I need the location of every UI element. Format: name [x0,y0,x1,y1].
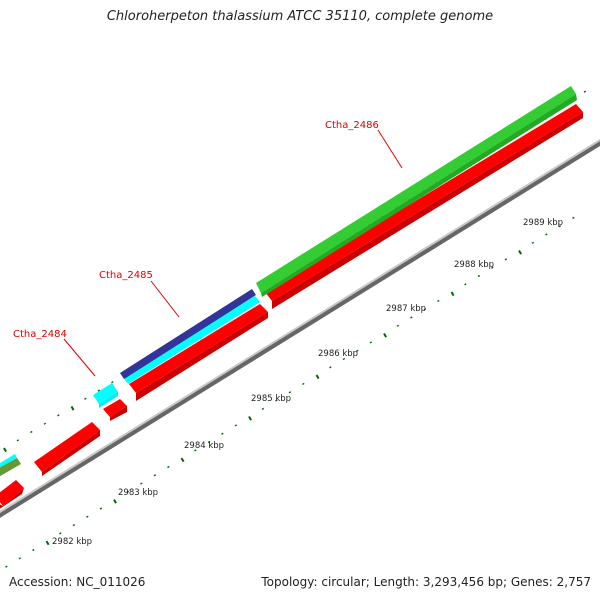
forward-strand-features [0,86,577,479]
major-tick-mark [180,457,185,463]
minor-tick-mark [302,382,305,386]
major-tick-mark [450,291,455,297]
minor-tick-mark [97,389,101,392]
minor-tick-mark [583,90,587,93]
kbp-label-2988: 2988 kbp [454,260,494,270]
leader-line [63,338,96,377]
kbp-label-2987: 2987 kbp [386,304,426,314]
kbp-label-2984: 2984 kbp [184,441,224,451]
cyan-gene-feature[interactable] [0,454,17,470]
purple-gene-feature[interactable] [120,289,256,379]
minor-tick-mark [99,507,103,510]
minor-tick-mark [329,366,332,369]
minor-tick-mark [234,424,238,427]
minor-tick-mark [16,439,20,442]
minor-tick-mark [437,299,440,303]
red-gene-feature[interactable] [0,488,24,512]
red-gene-feature[interactable] [136,312,268,401]
major-tick-mark [315,374,320,380]
olive-gene-feature[interactable] [0,458,21,479]
kbp-label-2982: 2982 kbp [52,537,92,547]
major-tick-mark [383,333,387,338]
minor-tick-mark [342,357,346,361]
cyan-gene-feature[interactable] [123,296,260,384]
minor-tick-mark [86,515,89,518]
red-gene-feature[interactable] [34,422,100,472]
minor-tick-mark [531,241,535,244]
reverse-strand-features [0,104,583,512]
kbp-label-2986: 2986 kbp [318,349,358,359]
minor-tick-mark [18,557,22,560]
minor-tick-mark [572,216,575,219]
leader-line [150,280,180,318]
cyan-gene-feature[interactable] [93,383,118,404]
minor-tick-mark [396,324,400,327]
minor-tick-mark [140,482,143,485]
minor-tick-mark [5,565,8,568]
accession-label: Accession: NC_011026 [9,575,146,589]
leader-line [377,129,403,169]
minor-tick-mark [153,474,157,477]
minor-tick-mark [221,432,224,435]
major-tick-mark [45,540,50,546]
minor-tick-mark [464,283,467,286]
kbp-scale-labels: 2982 kbp 2983 kbp 2984 kbp 2985 kbp 2986… [52,218,563,547]
minor-tick-mark [288,391,292,394]
major-tick-mark [70,405,75,411]
minor-tick-mark [545,233,548,236]
cyan-gene-feature[interactable] [99,392,118,408]
backbone [0,138,600,518]
minor-tick-mark [558,225,562,228]
red-gene-feature[interactable] [103,399,127,417]
minor-tick-mark [261,407,265,410]
minor-tick-mark [84,397,87,400]
minor-tick-mark [207,440,211,444]
minor-tick-mark [275,399,278,402]
red-gene-feature[interactable] [0,480,24,506]
genome-stats-label: Topology: circular; Length: 3,293,456 bp… [261,575,591,589]
gene-label-ctha-2486[interactable]: Ctha_2486 [325,120,379,131]
minor-tick-mark [167,465,170,469]
major-tick-mark [248,416,252,421]
minor-tick-mark [504,258,508,261]
minor-tick-mark [57,414,60,417]
green-gene-feature[interactable] [261,94,577,297]
minor-tick-mark [491,266,494,269]
gene-label-ctha-2484[interactable]: Ctha_2484 [13,329,67,340]
green-gene-feature[interactable] [256,86,576,293]
red-gene-feature[interactable] [110,406,127,421]
red-gene-feature[interactable] [42,430,100,476]
kbp-label-2983: 2983 kbp [118,488,158,498]
red-gene-feature[interactable] [265,104,583,301]
map-title: Chloroherpeton thalassium ATCC 35110, co… [106,9,494,24]
minor-tick-mark [126,490,130,493]
gene-label-ctha-2485[interactable]: Ctha_2485 [99,270,153,281]
minor-tick-mark [59,532,62,535]
minor-tick-mark [423,308,427,311]
minor-tick-mark [32,548,35,552]
major-tick-mark [113,499,117,504]
major-tick-mark [3,447,7,453]
minor-tick-mark [111,381,114,384]
minor-tick-mark [410,316,413,319]
kbp-label-2989: 2989 kbp [523,218,563,228]
gene-labels: Ctha_2484 Ctha_2485 Ctha_2486 [13,120,403,377]
minor-tick-mark [194,449,197,452]
kbp-label-2985: 2985 kbp [251,394,291,404]
red-gene-feature[interactable] [129,304,268,393]
major-tick-mark [518,250,522,255]
minor-tick-mark [43,422,47,425]
minor-tick-mark [369,341,373,344]
minor-tick-mark [356,349,359,352]
red-gene-feature[interactable] [272,112,583,309]
minor-tick-mark [72,523,76,527]
minor-tick-mark [30,430,33,434]
minor-tick-mark [477,274,481,278]
inner-dotted-ruler [5,216,575,568]
